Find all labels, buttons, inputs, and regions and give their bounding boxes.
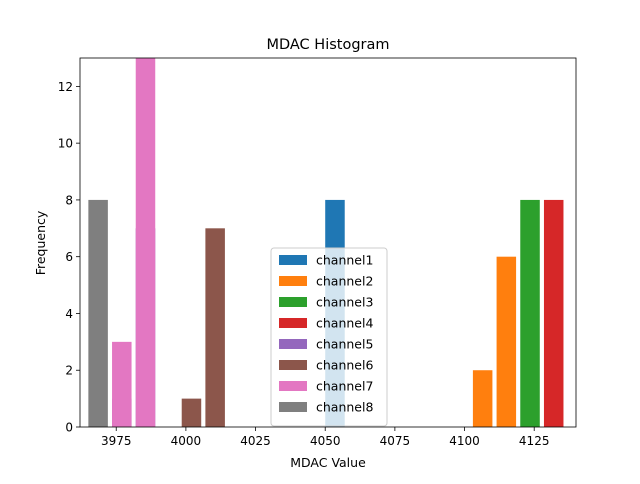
y-tick-label-10: 10 [58, 137, 73, 151]
bar-channel7-1 [135, 58, 156, 427]
bar-channel2-1 [496, 256, 517, 427]
x-tick-label-4125: 4125 [519, 434, 550, 448]
y-tick-label-0: 0 [65, 421, 73, 435]
bar-channel6-0 [181, 398, 202, 427]
legend-swatch-channel4 [279, 318, 307, 328]
legend-label-channel6: channel6 [316, 358, 373, 373]
legend-label-channel5: channel5 [316, 337, 373, 352]
x-axis-label: MDAC Value [290, 455, 366, 470]
plot-area [88, 58, 564, 427]
bar-channel6-1 [205, 228, 225, 427]
x-tick-label-4000: 4000 [171, 434, 202, 448]
legend-label-channel1: channel1 [316, 253, 373, 268]
legend-swatch-channel2 [279, 276, 307, 286]
legend: channel1 channel2 channel3 channel4 channel5… [270, 247, 388, 427]
y-tick-label-2: 2 [65, 364, 73, 378]
y-tick-label-8: 8 [65, 193, 73, 207]
bar-channel2-0 [472, 370, 493, 427]
x-tick-label-3975: 3975 [101, 434, 132, 448]
axes: 3975 4000 4025 4050 4075 4100 4125 0 2 4 6 8 10 12 [58, 57, 577, 448]
legend-swatch-channel7 [279, 381, 307, 391]
axes-frame [79, 57, 577, 428]
legend-label-channel4: channel4 [316, 316, 373, 331]
bar-channel4-0 [543, 199, 564, 427]
legend-label-channel3: channel3 [316, 295, 373, 310]
legend-label-channel8: channel8 [316, 400, 373, 415]
y-tick-label-12: 12 [58, 80, 73, 94]
bar-channel8-0 [88, 199, 108, 427]
y-axis-label: Frequency [33, 210, 48, 275]
legend-label-channel7: channel7 [316, 379, 373, 394]
x-tick-label-4100: 4100 [449, 434, 480, 448]
legend-swatch-channel1 [279, 255, 307, 265]
legend-swatch-channel3 [279, 297, 307, 307]
legend-swatch-channel5 [279, 339, 307, 349]
chart-title: MDAC Histogram [266, 37, 389, 53]
legend-label-channel2: channel2 [316, 274, 373, 289]
y-tick-label-4: 4 [65, 307, 73, 321]
bar-channel3-0 [520, 199, 540, 427]
bar-channel7-0 [112, 341, 132, 427]
y-tick-label-6: 6 [65, 250, 73, 264]
legend-swatch-channel6 [279, 360, 307, 370]
x-tick-label-4025: 4025 [240, 434, 271, 448]
legend-swatch-channel8 [279, 402, 307, 412]
x-tick-label-4075: 4075 [380, 434, 411, 448]
x-tick-label-4050: 4050 [310, 434, 341, 448]
